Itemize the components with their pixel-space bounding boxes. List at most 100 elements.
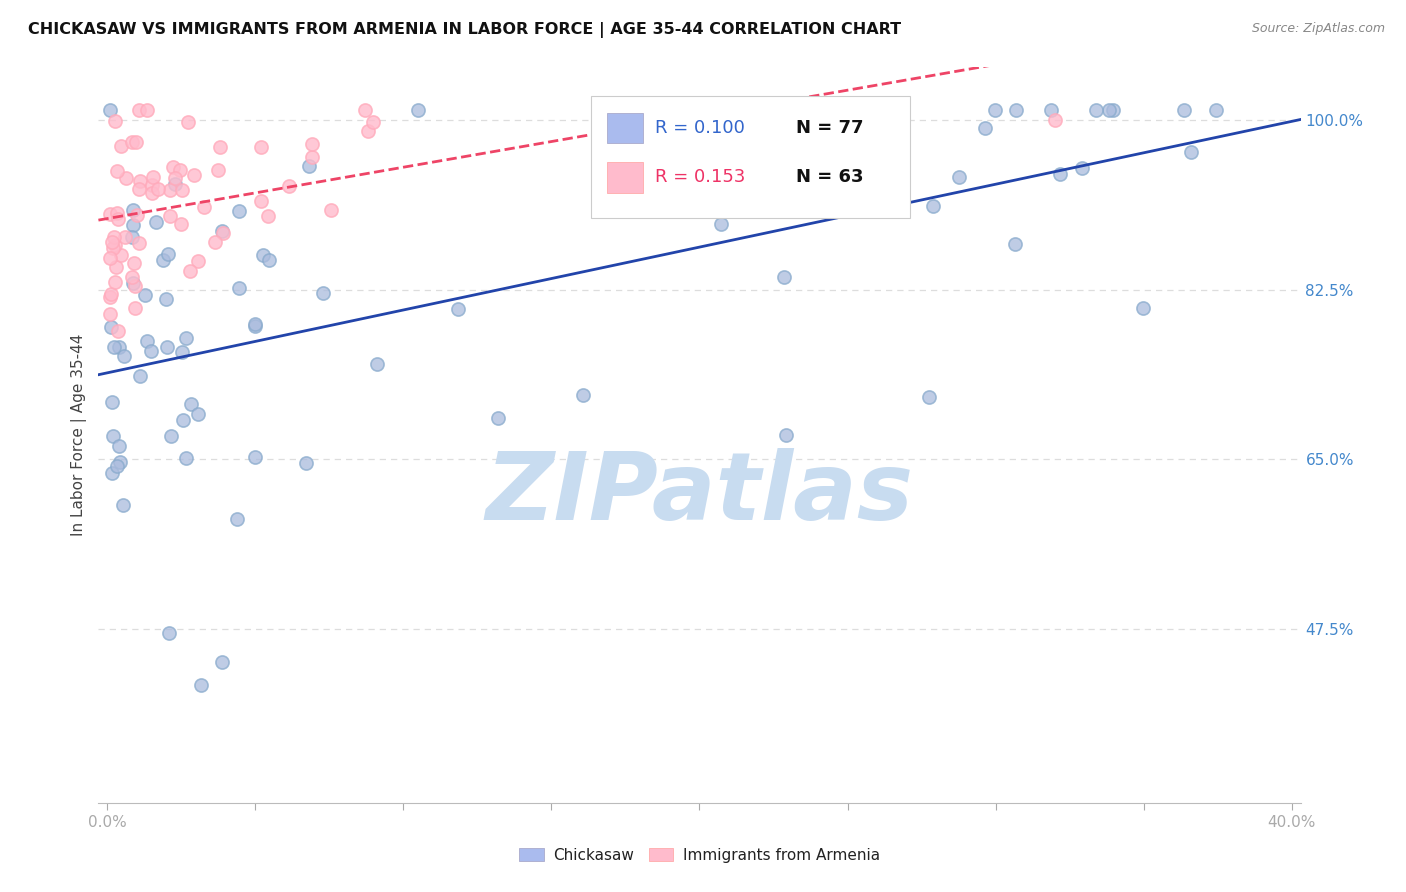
Point xyxy=(301,150,323,164)
Point xyxy=(486,410,509,425)
Point xyxy=(98,307,121,321)
Point xyxy=(122,255,145,269)
Point xyxy=(858,198,880,212)
Point xyxy=(127,208,149,222)
Point xyxy=(571,388,593,402)
Point xyxy=(298,159,321,173)
Point xyxy=(207,163,229,178)
Point xyxy=(312,286,335,301)
Point xyxy=(141,186,163,200)
Text: Source: ZipAtlas.com: Source: ZipAtlas.com xyxy=(1251,22,1385,36)
Point xyxy=(1049,167,1071,181)
Point xyxy=(773,270,796,285)
Point xyxy=(447,302,470,317)
Point xyxy=(357,124,380,138)
Point xyxy=(121,269,143,284)
Point xyxy=(142,169,165,184)
Point xyxy=(1205,103,1227,118)
Point xyxy=(408,103,430,118)
Point xyxy=(177,114,200,128)
Point xyxy=(775,428,797,442)
Point xyxy=(139,344,162,359)
Point xyxy=(104,114,127,128)
Text: ZIPatlas: ZIPatlas xyxy=(485,448,914,540)
Point xyxy=(169,163,191,178)
Point xyxy=(107,340,129,354)
Point xyxy=(983,103,1005,118)
Point xyxy=(112,499,135,513)
Point xyxy=(121,230,143,244)
Point xyxy=(141,178,163,192)
Point xyxy=(948,169,970,184)
Point xyxy=(103,340,125,354)
Point xyxy=(101,235,124,249)
Point xyxy=(212,226,235,240)
Point xyxy=(294,456,316,470)
Point xyxy=(354,103,377,118)
Point xyxy=(101,466,124,480)
Text: R = 0.100: R = 0.100 xyxy=(655,119,745,137)
Point xyxy=(187,253,209,268)
Point xyxy=(105,164,128,178)
Point xyxy=(159,626,181,640)
Point xyxy=(159,210,181,224)
Point xyxy=(107,324,129,338)
Point xyxy=(1101,103,1123,118)
Point xyxy=(876,103,898,118)
Point xyxy=(681,165,703,179)
Point xyxy=(98,103,121,118)
Point xyxy=(1098,103,1121,118)
Point xyxy=(1085,103,1108,118)
Point xyxy=(122,276,145,290)
Point xyxy=(211,224,233,238)
Point xyxy=(128,235,150,250)
Point xyxy=(134,287,156,301)
Y-axis label: In Labor Force | Age 35-44: In Labor Force | Age 35-44 xyxy=(72,334,87,536)
Point xyxy=(187,407,209,421)
Point xyxy=(100,394,122,409)
Point xyxy=(152,253,174,268)
Point xyxy=(204,235,226,249)
Text: N = 63: N = 63 xyxy=(796,169,863,186)
Bar xyxy=(607,112,643,144)
Point xyxy=(100,286,122,301)
FancyBboxPatch shape xyxy=(592,96,910,218)
Point xyxy=(1070,161,1092,175)
Point xyxy=(155,293,177,307)
Point xyxy=(1004,237,1026,252)
Point xyxy=(136,334,159,348)
Point xyxy=(125,135,148,149)
Point xyxy=(170,217,193,231)
Point xyxy=(1039,103,1062,118)
Point xyxy=(174,331,197,345)
Point xyxy=(145,215,167,229)
Point xyxy=(1180,145,1202,159)
Point xyxy=(103,229,125,244)
Point xyxy=(180,397,202,411)
Point xyxy=(122,218,145,232)
Point xyxy=(98,251,121,265)
Point xyxy=(176,450,198,465)
Text: R = 0.153: R = 0.153 xyxy=(655,169,745,186)
Point xyxy=(225,512,247,526)
Point xyxy=(104,260,127,274)
Point xyxy=(1173,103,1195,118)
Point xyxy=(122,203,145,218)
Point xyxy=(136,103,159,118)
Point xyxy=(211,655,233,669)
Point xyxy=(172,413,194,427)
Point xyxy=(105,459,128,474)
Point xyxy=(243,318,266,333)
Point xyxy=(108,439,131,453)
Point xyxy=(114,230,136,244)
Point xyxy=(128,182,150,196)
Point xyxy=(129,174,152,188)
Point xyxy=(319,202,342,217)
Point xyxy=(129,368,152,383)
Point xyxy=(259,252,281,267)
Point xyxy=(159,429,181,443)
Point xyxy=(104,275,127,289)
Point xyxy=(157,246,180,260)
Point xyxy=(159,183,181,197)
Point xyxy=(193,200,215,214)
